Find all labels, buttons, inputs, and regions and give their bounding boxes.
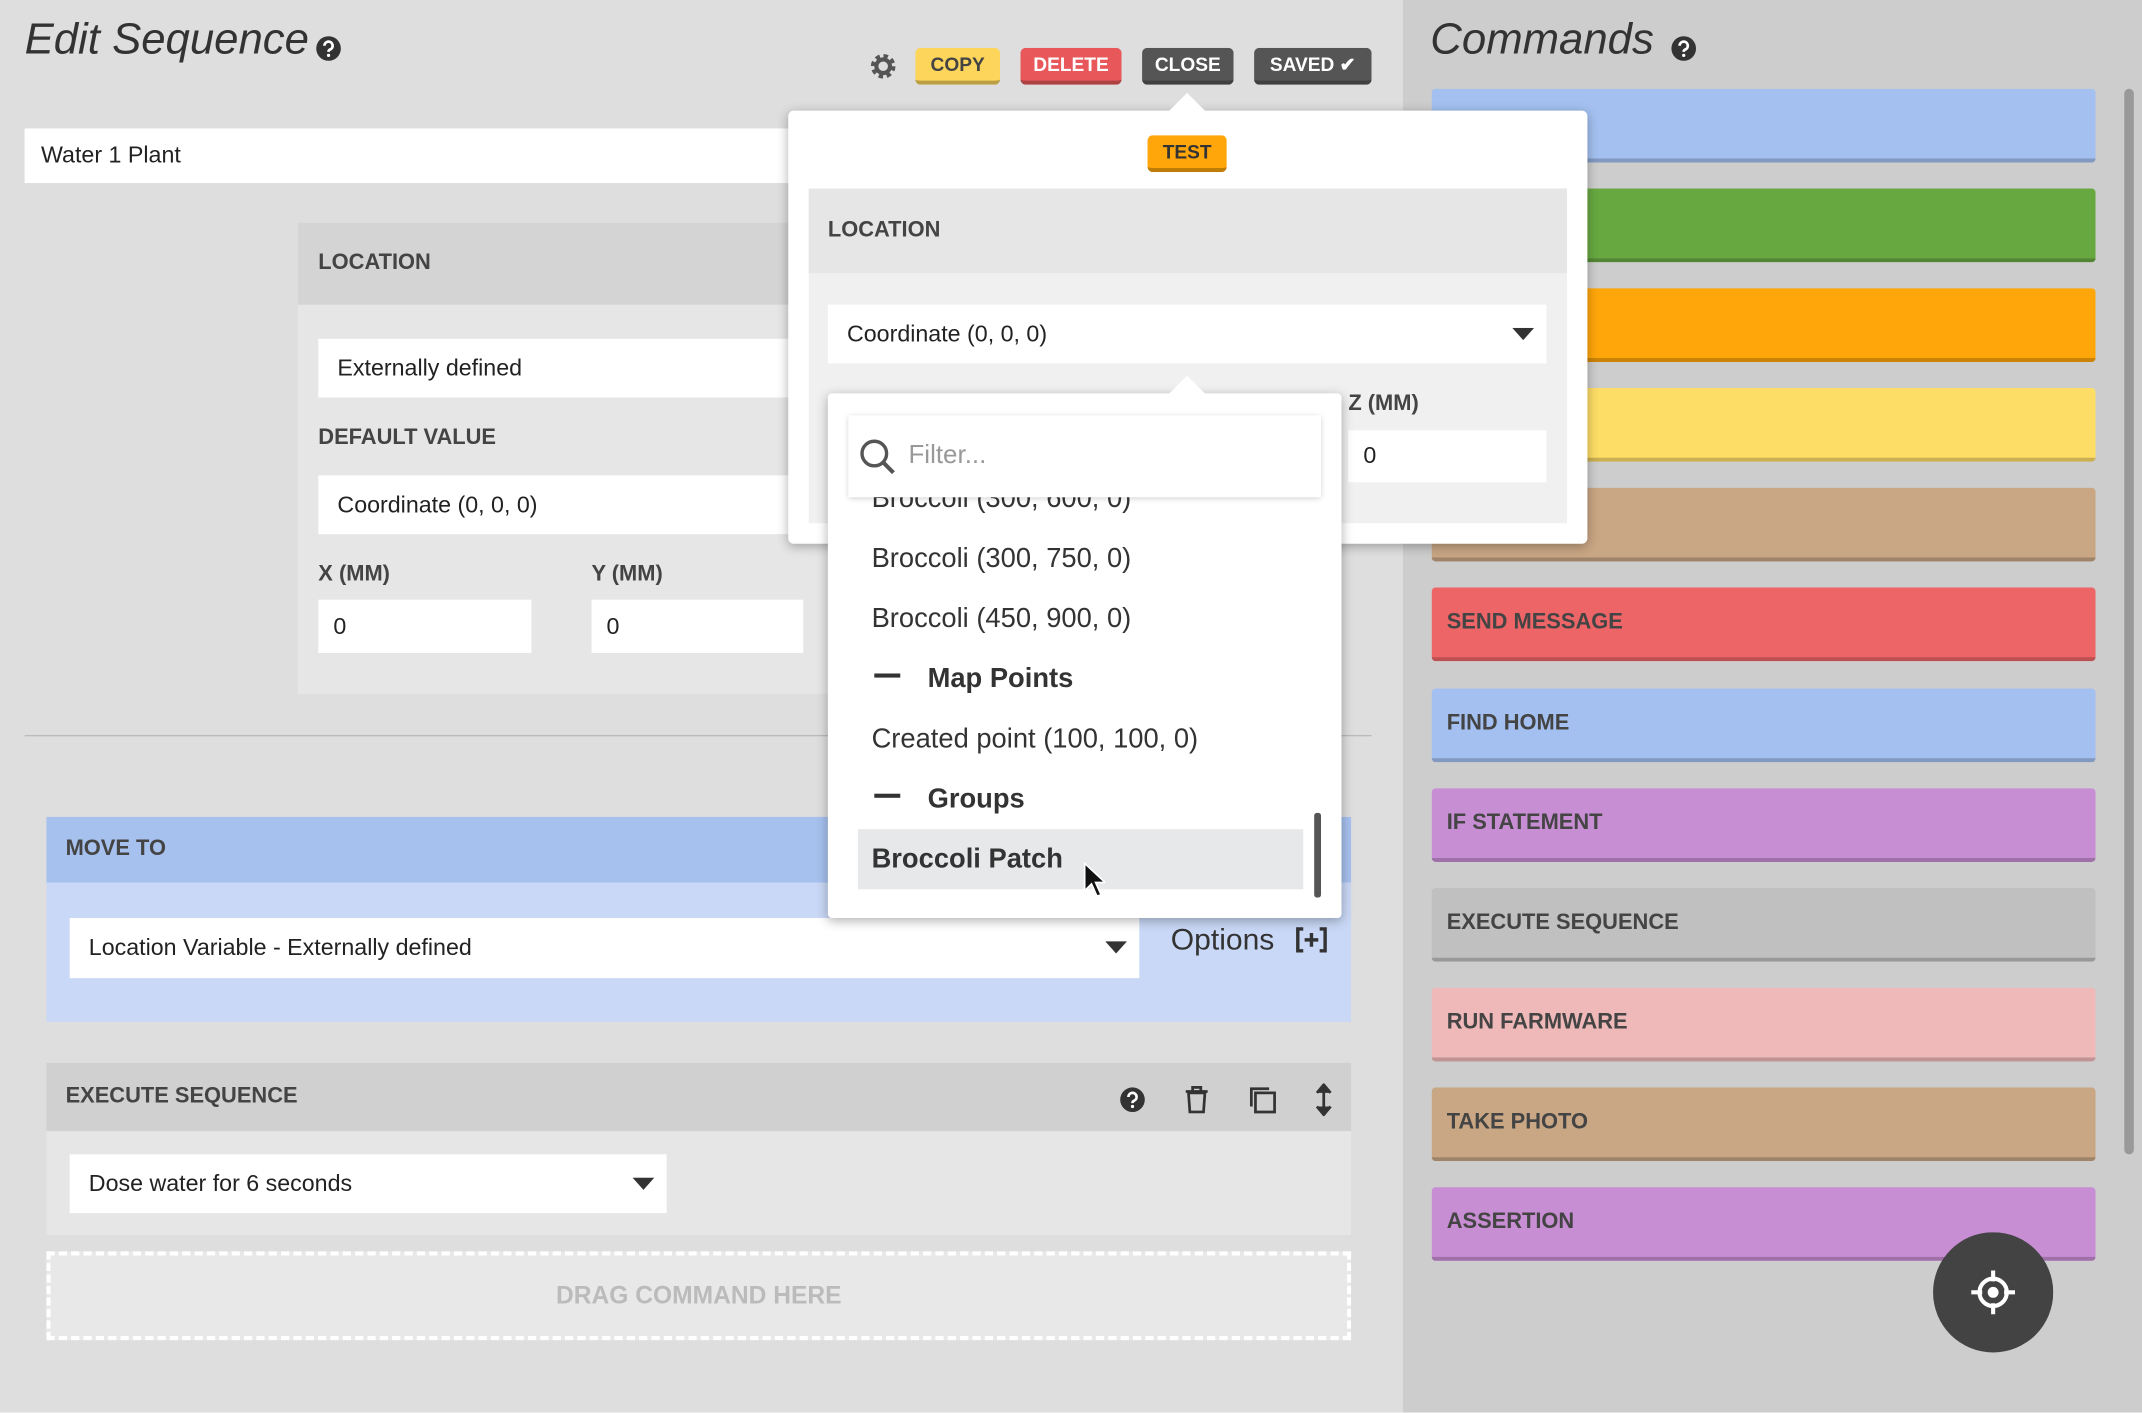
step-title: EXECUTE SEQUENCE: [46, 1062, 1352, 1132]
z-input[interactable]: 0: [1348, 430, 1547, 483]
delete-button[interactable]: DELETE: [1020, 47, 1122, 85]
commands-title: Commands: [1430, 13, 1654, 63]
group-label[interactable]: Map Points: [927, 663, 1074, 694]
y-label: Y (MM): [591, 562, 663, 587]
step-select[interactable]: Dose water for 6 seconds: [69, 1154, 667, 1214]
sequence-name-input[interactable]: Water 1 Plant: [24, 128, 831, 184]
group-label[interactable]: Groups: [927, 783, 1025, 814]
z-label: Z (MM): [1348, 392, 1419, 416]
dropdown-item[interactable]: Created point (100, 100, 0): [871, 723, 1199, 754]
command-button[interactable]: SEND MESSAGE: [1431, 587, 2096, 662]
default-select[interactable]: Coordinate (0, 0, 0): [318, 475, 811, 535]
variable-header: LOCATION: [297, 222, 831, 305]
scrollbar[interactable]: [2124, 88, 2134, 1155]
test-button[interactable]: TEST: [1147, 135, 1227, 173]
caret: [632, 1177, 655, 1190]
x-input[interactable]: 0: [318, 599, 532, 653]
command-button[interactable]: IF STATEMENT: [1431, 788, 2096, 863]
popup-arrow: [1168, 92, 1207, 113]
variable-select[interactable]: Externally defined: [318, 338, 811, 398]
help-icon[interactable]: [1671, 36, 1697, 62]
copy-button[interactable]: COPY: [915, 47, 1000, 85]
caret: [1105, 941, 1128, 954]
help-icon[interactable]: [316, 36, 342, 62]
scrollbar[interactable]: [1314, 812, 1322, 898]
command-button[interactable]: RUN FARMWARE: [1431, 987, 2096, 1062]
help-icon[interactable]: [1119, 1086, 1146, 1113]
y-input[interactable]: 0: [591, 599, 804, 653]
expand-icon[interactable]: [1295, 926, 1328, 953]
drag-icon[interactable]: [1314, 1083, 1333, 1117]
search-icon: [860, 439, 895, 475]
collapse-icon[interactable]: [874, 793, 901, 798]
options-toggle[interactable]: Options: [1170, 922, 1275, 957]
dropdown-item-selected[interactable]: Broccoli Patch: [857, 829, 1304, 890]
dropdown-item[interactable]: Broccoli (450, 900, 0): [871, 603, 1132, 634]
dropdown-arrow: [1168, 375, 1207, 395]
settings-icon[interactable]: [870, 53, 896, 79]
collapse-icon[interactable]: [874, 673, 901, 678]
drop-zone: DRAG COMMAND HERE: [46, 1251, 1352, 1341]
command-button[interactable]: TAKE PHOTO: [1431, 1087, 2096, 1162]
caret: [1512, 327, 1535, 341]
close-button[interactable]: CLOSE: [1142, 47, 1234, 85]
popup-header: LOCATION: [808, 188, 1567, 274]
location-button[interactable]: [1933, 1232, 2054, 1353]
delete-icon[interactable]: [1184, 1086, 1209, 1114]
saved-button[interactable]: SAVED ✔: [1254, 47, 1372, 85]
default-label: DEFAULT VALUE: [318, 426, 497, 450]
command-button[interactable]: EXECUTE SEQUENCE: [1431, 887, 2096, 962]
dropdown-item[interactable]: Broccoli (300, 750, 0): [871, 543, 1132, 574]
dropdown-item[interactable]: Broccoli (300, 600, 0): [871, 491, 1132, 513]
filter-input[interactable]: Filter...: [848, 415, 1322, 498]
title: Edit Sequence: [24, 13, 309, 63]
x-label: X (MM): [318, 562, 390, 587]
dropdown-list: Broccoli (300, 600, 0) Broccoli (300, 75…: [828, 492, 1342, 902]
duplicate-icon[interactable]: [1247, 1085, 1277, 1115]
cursor: [1083, 862, 1106, 898]
divider: [24, 734, 1372, 737]
command-button[interactable]: FIND HOME: [1431, 688, 2096, 763]
location-select[interactable]: Coordinate (0, 0, 0): [827, 304, 1547, 364]
step-select[interactable]: Location Variable - Externally defined: [69, 918, 1140, 979]
